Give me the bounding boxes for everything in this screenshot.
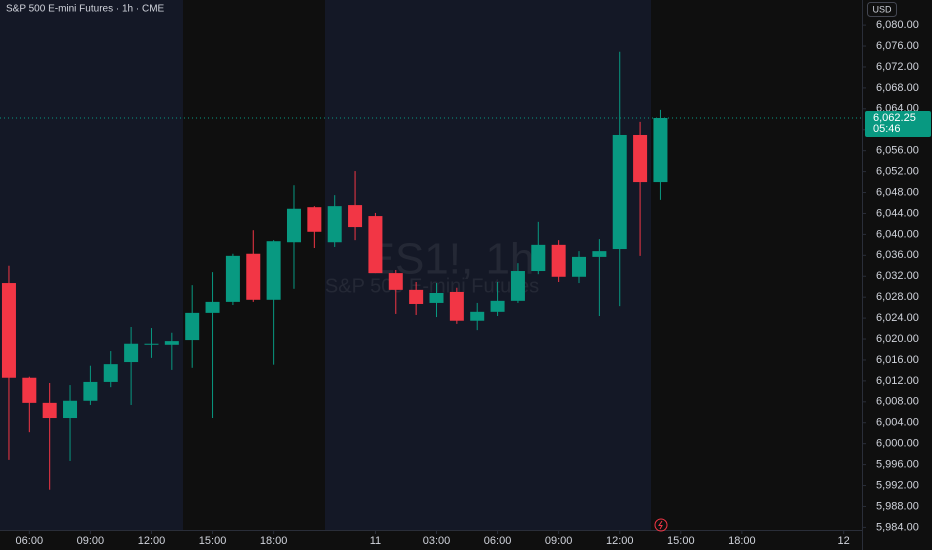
candle-body — [144, 343, 159, 345]
x-tick-label: 12:00 — [606, 535, 634, 547]
candle-body — [510, 271, 525, 301]
y-tick-label: 6,020.00 — [876, 333, 919, 345]
candle-body — [653, 117, 668, 183]
candle-body — [490, 300, 505, 312]
candle-body — [470, 311, 485, 321]
candle-body — [1, 283, 16, 378]
y-tick-label: 6,012.00 — [876, 375, 919, 387]
candle-body — [368, 216, 383, 274]
candle-body — [307, 207, 322, 232]
y-tick-label: 5,984.00 — [876, 521, 919, 533]
candle-body — [633, 134, 648, 183]
y-tick-label: 6,056.00 — [876, 145, 919, 157]
x-tick-label: 09:00 — [77, 535, 105, 547]
y-tick-label: 6,008.00 — [876, 396, 919, 408]
candle-body — [612, 134, 627, 250]
y-tick-label: 6,040.00 — [876, 228, 919, 240]
candle-body — [103, 364, 118, 382]
x-tick-label: 18:00 — [260, 535, 288, 547]
x-tick-label: 18:00 — [728, 535, 756, 547]
candle-body — [531, 244, 546, 272]
candle-body — [388, 273, 403, 290]
currency-label[interactable]: USD — [872, 4, 892, 14]
candle-body — [266, 241, 281, 300]
y-tick-label: 5,996.00 — [876, 459, 919, 471]
candle-body — [83, 381, 98, 401]
x-tick-label: 03:00 — [423, 535, 451, 547]
y-tick-label: 6,076.00 — [876, 40, 919, 52]
currency-box[interactable] — [867, 2, 897, 17]
watermark-description: S&P 500 E-mini Futures — [325, 275, 539, 297]
y-tick-label: 6,052.00 — [876, 166, 919, 178]
candle-body — [286, 208, 301, 243]
candle-body — [185, 312, 200, 341]
candle-body — [246, 253, 261, 300]
y-tick-label: 6,016.00 — [876, 354, 919, 366]
candle-body — [348, 205, 363, 228]
y-tick-label: 6,004.00 — [876, 417, 919, 429]
y-tick-label: 5,988.00 — [876, 500, 919, 512]
candle-body — [22, 377, 37, 403]
x-tick-label: 15:00 — [199, 535, 227, 547]
candle-body — [327, 206, 342, 243]
candle-body — [551, 244, 566, 277]
y-tick-label: 6,048.00 — [876, 186, 919, 198]
event-icon-bolt — [658, 520, 663, 530]
x-tick-label: 15:00 — [667, 535, 695, 547]
y-tick-label: 6,068.00 — [876, 82, 919, 94]
last-price-label: 6,062.25 — [873, 112, 916, 124]
x-tick-label: 12:00 — [138, 535, 166, 547]
x-tick-label: 12 — [838, 535, 850, 547]
session-band — [0, 0, 183, 530]
candle-body — [205, 301, 220, 313]
y-tick-label: 6,024.00 — [876, 312, 919, 324]
y-tick-label: 5,992.00 — [876, 479, 919, 491]
countdown-label: 05:46 — [873, 123, 901, 135]
y-tick-label: 6,028.00 — [876, 291, 919, 303]
x-tick-label: 06:00 — [16, 535, 44, 547]
x-tick-label: 11 — [370, 535, 381, 547]
candle-body — [124, 343, 139, 363]
y-tick-label: 6,000.00 — [876, 438, 919, 450]
x-tick-label: 06:00 — [484, 535, 512, 547]
y-tick-label: 6,044.00 — [876, 207, 919, 219]
y-tick-label: 6,036.00 — [876, 249, 919, 261]
candle-body — [42, 402, 57, 419]
y-tick-label: 6,080.00 — [876, 19, 919, 31]
event-icon[interactable] — [654, 518, 668, 532]
x-tick-label: 09:00 — [545, 535, 573, 547]
y-tick-label: 6,032.00 — [876, 270, 919, 282]
candle-body — [449, 291, 464, 321]
candle-body — [592, 251, 607, 257]
candle-body — [225, 255, 240, 302]
last-price-box — [865, 110, 931, 137]
y-tick-label: 6,072.00 — [876, 61, 919, 73]
candle-body — [409, 289, 424, 304]
candle-body — [429, 292, 444, 303]
chart-title: S&P 500 E-mini Futures · 1h · CME — [6, 4, 165, 15]
candle-body — [572, 256, 587, 277]
candle-body — [164, 341, 179, 345]
candle-body — [63, 400, 78, 419]
